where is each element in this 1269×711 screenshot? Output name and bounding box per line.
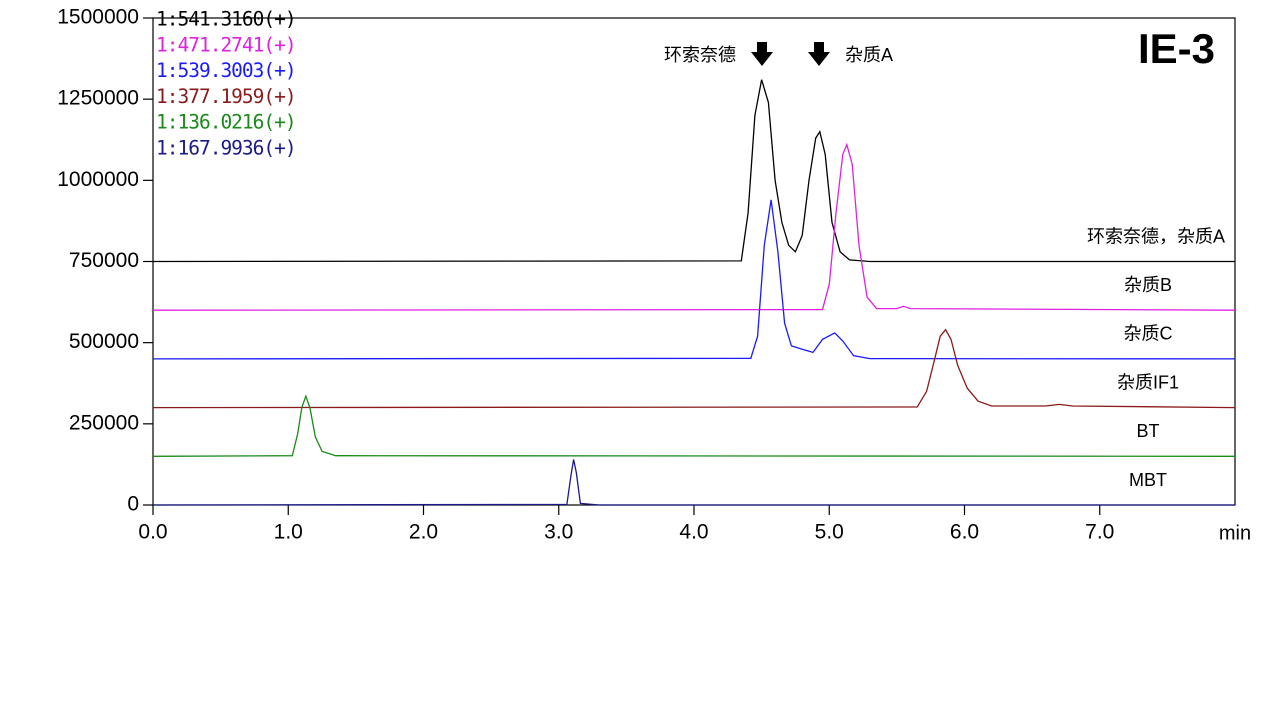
x-tick-label: 0.0 — [138, 521, 167, 544]
trace-label: 杂质C — [1124, 324, 1173, 344]
x-tick-label: 2.0 — [409, 521, 438, 544]
x-tick-label: 6.0 — [950, 521, 979, 544]
y-tick-label: 1500000 — [57, 6, 139, 29]
chart-title: IE-3 — [1138, 25, 1215, 72]
y-tick-label: 1000000 — [57, 168, 139, 191]
trace — [152, 199, 1236, 360]
legend-entry: 1:377.1959(+) — [156, 85, 296, 108]
y-tick-label: 500000 — [69, 330, 139, 353]
trace — [152, 459, 1235, 506]
trace — [152, 79, 1235, 263]
trace-label: 杂质IF1 — [1117, 372, 1179, 392]
x-tick-label: 3.0 — [544, 521, 573, 544]
trace — [152, 142, 1236, 311]
trace-label: 环索奈德，杂质A — [1087, 226, 1225, 246]
y-tick-label: 750000 — [69, 249, 139, 272]
annotation: 杂质A — [845, 45, 893, 65]
legend-entry: 1:541.3160(+) — [156, 8, 296, 31]
legend-entry: 1:471.2741(+) — [156, 33, 296, 56]
arrow — [808, 42, 830, 66]
trace-label: MBT — [1129, 470, 1167, 490]
x-tick-label: 1.0 — [274, 521, 303, 544]
x-tick-label: 4.0 — [679, 521, 708, 544]
trace-label: BT — [1136, 421, 1159, 441]
trace — [152, 328, 1236, 409]
x-tick-label: 5.0 — [815, 521, 844, 544]
arrow — [751, 42, 773, 66]
y-tick-label: 0 — [127, 493, 139, 516]
legend-entry: 1:539.3003(+) — [156, 59, 296, 82]
x-tick-label: 7.0 — [1085, 521, 1114, 544]
legend-entry: 1:167.9936(+) — [156, 137, 296, 160]
y-tick-label: 1250000 — [57, 87, 139, 110]
annotation: 环索奈德 — [664, 45, 736, 65]
trace-label: 杂质B — [1124, 275, 1172, 295]
trace — [152, 394, 1236, 457]
y-tick-label: 250000 — [69, 411, 139, 434]
x-axis-label: min — [1219, 522, 1251, 544]
legend-entry: 1:136.0216(+) — [156, 111, 296, 134]
